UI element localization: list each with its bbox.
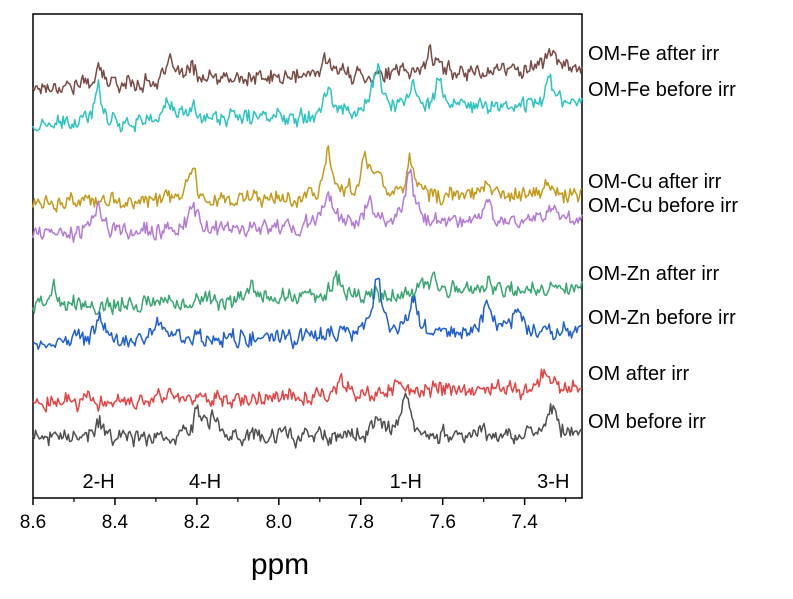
- trace-om-fe-after-irr: [32, 44, 583, 96]
- trace-om-before-irr: [32, 392, 583, 449]
- series-label-om-fe-before-irr: OM-Fe before irr: [588, 79, 736, 101]
- series-label-om-zn-after-irr: OM-Zn after irr: [588, 263, 719, 285]
- trace-om-after-irr: [32, 368, 583, 413]
- x-tick-label: 8.6: [20, 512, 46, 533]
- x-tick-label: 8.0: [266, 512, 292, 533]
- spectra-traces: [32, 44, 583, 449]
- series-label-om-zn-before-irr: OM-Zn before irr: [588, 307, 736, 329]
- series-label-om-fe-after-irr: OM-Fe after irr: [588, 43, 719, 65]
- x-axis-ticks: 8.6 8.4 8.2 8.0 7.8 7.6 7.4: [20, 498, 567, 533]
- peak-label-1-h: 1-H: [390, 471, 422, 493]
- peak-label-4-h: 4-H: [189, 471, 221, 493]
- x-tick-label: 7.4: [511, 512, 538, 533]
- trace-om-zn-after-irr: [32, 270, 583, 316]
- peak-label-3-h: 3-H: [537, 471, 569, 493]
- x-tick-label: 7.8: [348, 512, 374, 533]
- series-label-om-cu-after-irr: OM-Cu after irr: [588, 171, 722, 193]
- x-tick-label: 8.2: [184, 512, 210, 533]
- series-labels: OM-Fe after irr OM-Fe before irr OM-Cu aft…: [588, 43, 738, 433]
- x-axis-label: ppm: [251, 548, 309, 581]
- series-label-om-before-irr: OM before irr: [588, 411, 706, 433]
- x-tick-label: 7.6: [429, 512, 455, 533]
- trace-om-cu-after-irr: [32, 145, 583, 213]
- series-label-om-cu-before-irr: OM-Cu before irr: [588, 195, 738, 217]
- trace-om-zn-before-irr: [32, 277, 583, 350]
- series-label-om-after-irr: OM after irr: [588, 363, 689, 385]
- trace-om-fe-before-irr: [32, 62, 583, 133]
- trace-om-cu-before-irr: [32, 168, 583, 243]
- plot-frame: [32, 13, 583, 499]
- x-tick-label: 8.4: [102, 512, 129, 533]
- peak-annotations: 2-H 4-H 1-H 3-H: [82, 471, 569, 493]
- peak-label-2-h: 2-H: [82, 471, 114, 493]
